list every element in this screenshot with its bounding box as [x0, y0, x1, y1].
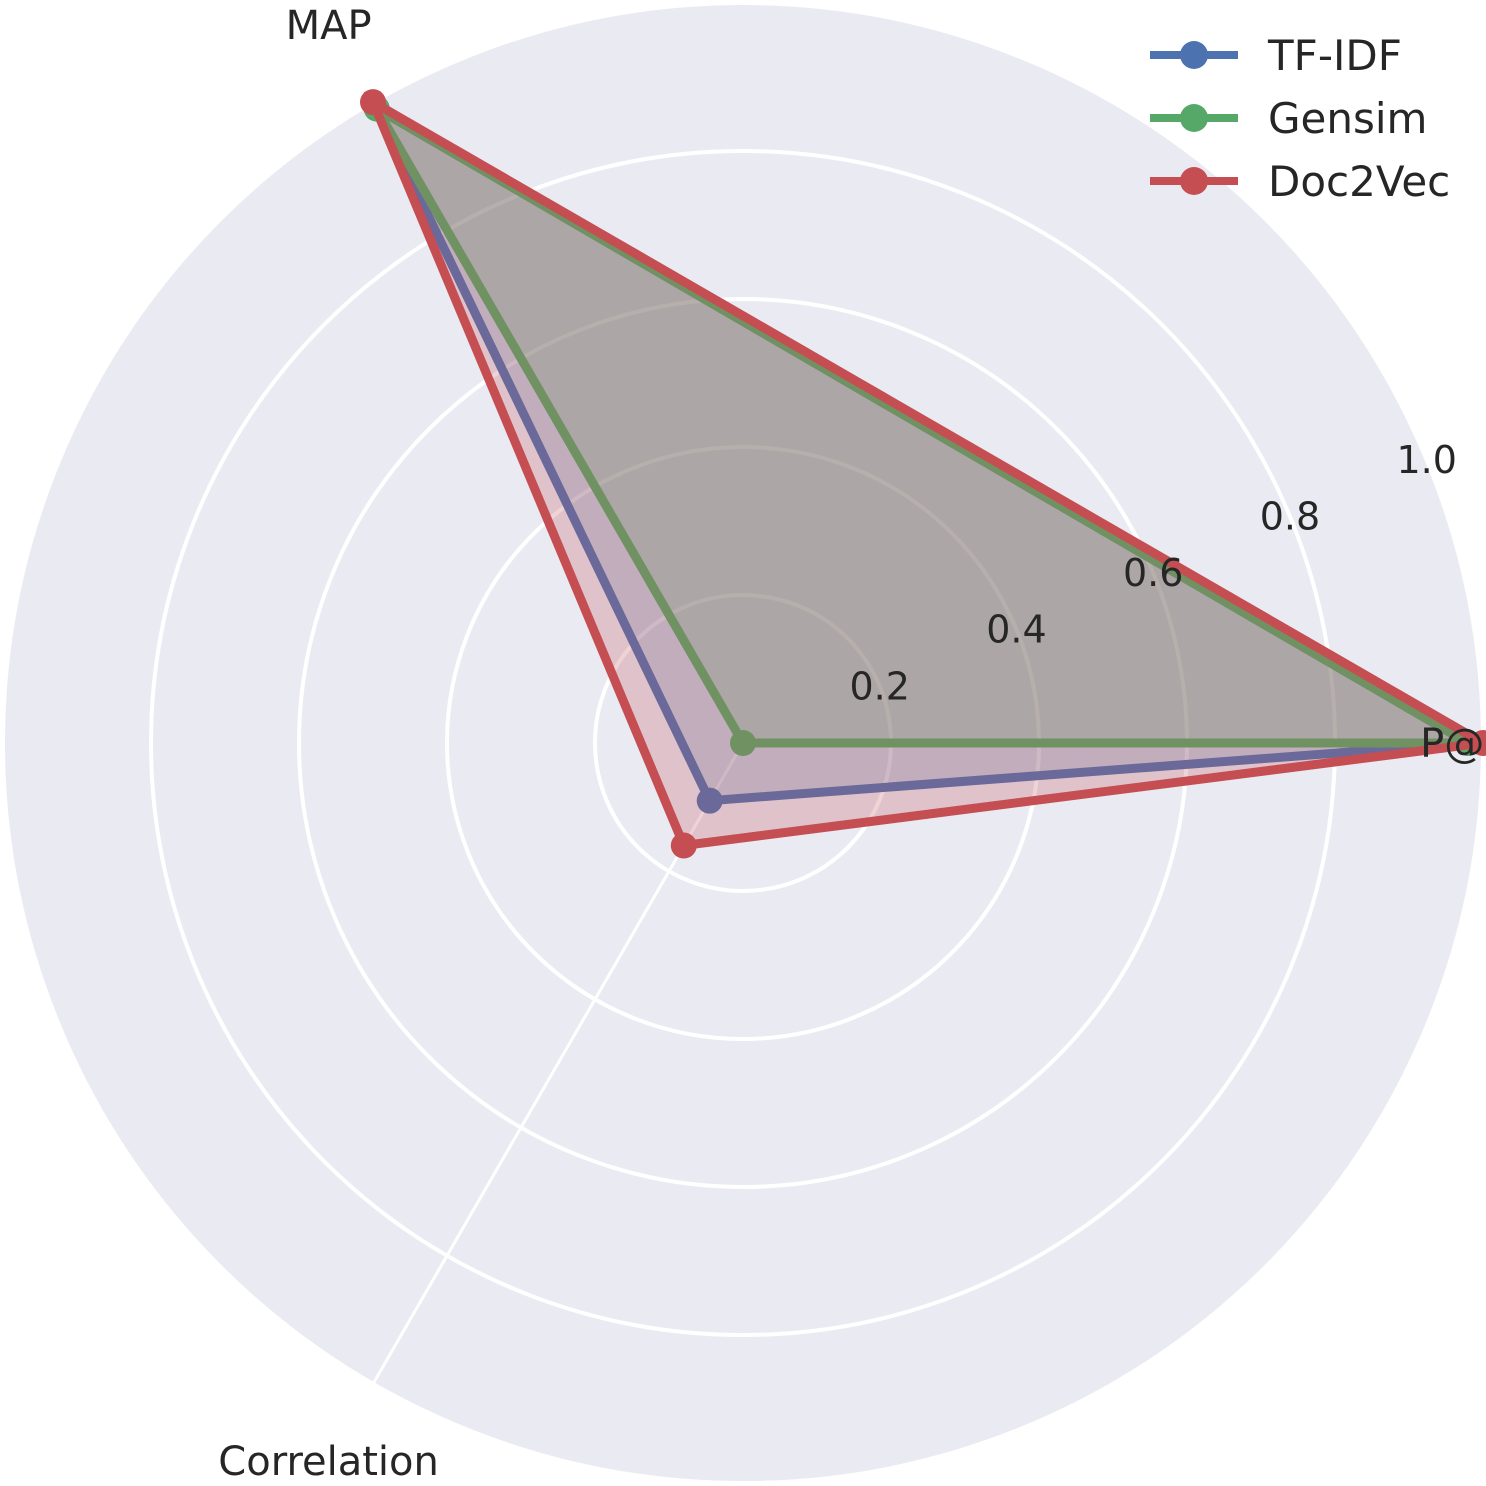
- legend-item-doc2vec: Doc2Vec: [1150, 157, 1450, 206]
- data-point-doc2vec-3: [670, 832, 697, 859]
- legend-item-tf-idf: TF-IDF: [1150, 31, 1402, 80]
- radial-tick-label: 0.8: [1260, 494, 1320, 538]
- legend-item-gensim: Gensim: [1150, 94, 1427, 143]
- legend-label-tf-idf: TF-IDF: [1267, 31, 1402, 80]
- series-fill-tf-idf: [376, 108, 1469, 801]
- data-point-doc2vec-2: [360, 89, 386, 116]
- legend-marker-gensim: [1180, 104, 1208, 132]
- series-fill-doc2vec: [373, 102, 1483, 846]
- axis-labels: 0.2 0.4 0.6 0.8 1.0 P@ MAP Correlation: [218, 3, 1484, 1485]
- radial-tick-label: 0.4: [986, 608, 1046, 652]
- category-label: Correlation: [218, 1439, 439, 1485]
- data-point-tf-idf-3: [696, 787, 723, 814]
- legend-label-doc2vec: Doc2Vec: [1268, 157, 1450, 206]
- legend-label-gensim: Gensim: [1268, 94, 1427, 143]
- category-label: MAP: [286, 3, 372, 49]
- series-line-doc2vec: [363, 91, 1486, 851]
- radial-tick-label: 0.6: [1123, 551, 1183, 595]
- legend: TF-IDF Gensim Doc2Vec: [1150, 31, 1450, 206]
- legend-marker-doc2vec: [1180, 167, 1208, 195]
- legend-marker-tf-idf: [1180, 41, 1208, 69]
- series-line-gensim: [364, 96, 1485, 748]
- series-doc2vec: [360, 89, 1486, 859]
- data-point-doc2vec-1: [1470, 730, 1486, 756]
- series-group: [360, 89, 1486, 859]
- category-label: P@: [1420, 721, 1484, 767]
- radial-tick-label: 0.2: [850, 664, 910, 708]
- radial-tick-label: 1.0: [1396, 438, 1456, 482]
- data-point-gensim-3: [730, 730, 756, 756]
